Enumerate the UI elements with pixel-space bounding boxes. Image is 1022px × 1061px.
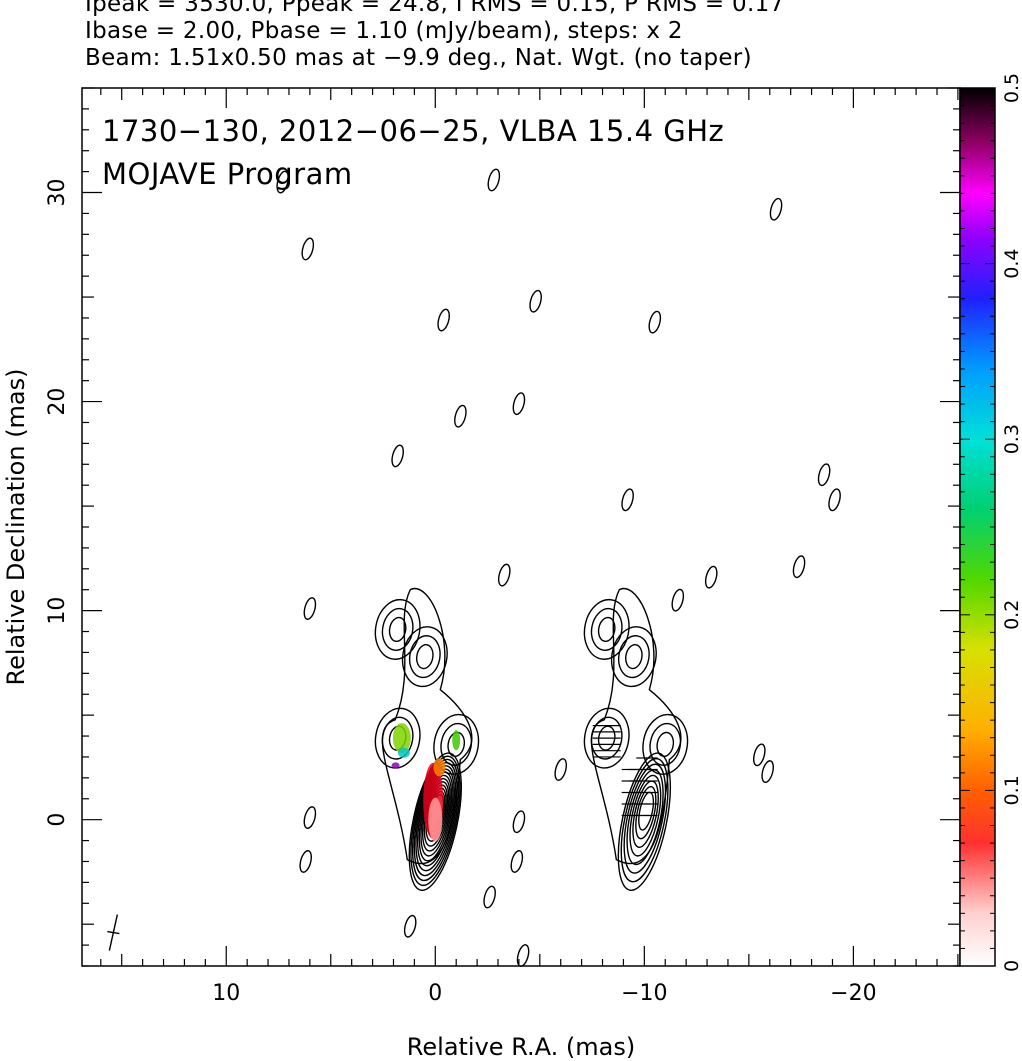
low-level-contour (621, 488, 634, 512)
colorbar (960, 88, 995, 966)
low-level-contour (516, 944, 530, 967)
low-level-contour (529, 289, 542, 313)
component-contour (656, 731, 675, 758)
component-contour (583, 598, 630, 660)
component-contour (610, 626, 657, 688)
low-level-contour (512, 392, 526, 416)
colorbar-ticks (960, 87, 995, 967)
y-tick-label: 20 (45, 388, 70, 416)
beam-ellipse (107, 914, 120, 951)
component-contour (374, 707, 421, 769)
low-level-contour (510, 850, 524, 873)
component-contour (374, 598, 421, 660)
low-level-contour (303, 806, 317, 829)
colorbar-gradient (960, 88, 995, 966)
source-annotation: 1730−130, 2012−06−25, VLBA 15.4 GHz (102, 114, 724, 148)
x-tick-label: 0 (428, 981, 442, 1006)
component-contour (408, 635, 441, 679)
low-level-contour (671, 588, 685, 612)
colorbar-tick-label: 0.2 (1001, 600, 1022, 630)
x-axis-title: Relative R.A. (mas) (407, 1033, 635, 1061)
core-contour (411, 758, 460, 882)
low-level-contour (817, 463, 831, 487)
component-contour (381, 607, 414, 651)
low-level-contour (704, 565, 718, 589)
component-contour (415, 644, 434, 670)
header-base-line: Ibase = 2.00, Pbase = 1.10 (mJy/beam), s… (85, 18, 683, 44)
low-level-contour (648, 310, 662, 334)
low-level-contour (769, 197, 783, 221)
core-contour (410, 755, 461, 887)
polarization-spot (452, 730, 461, 751)
fractional-polarization-overlay (391, 723, 461, 842)
low-level-contour (828, 488, 841, 512)
colorbar-tick-label: 0.4 (1001, 248, 1022, 278)
header-beam-line: Beam: 1.51x0.50 mas at −9.9 deg., Nat. W… (85, 45, 752, 71)
polarization-spot (397, 747, 410, 758)
low-level-contour (554, 758, 568, 781)
x-tick-label: −10 (621, 981, 667, 1006)
component-contour (401, 626, 448, 688)
low-level-contour (753, 743, 766, 767)
low-level-contour (303, 597, 317, 620)
component-contour (617, 635, 650, 679)
low-level-contour (301, 237, 315, 261)
component-contour (583, 707, 630, 769)
plot-frame (81, 87, 961, 967)
polarization-spot (392, 723, 411, 754)
beam-minor-axis (107, 930, 120, 935)
contour-lines (276, 168, 841, 967)
header-peak-line: Ipeak = 3530.0, Ppeak = 24.8, I RMS = 0.… (85, 0, 785, 17)
low-level-contour (487, 168, 501, 192)
component-contour (590, 716, 623, 760)
component-contour (597, 616, 616, 643)
axis-ticks (82, 87, 960, 967)
x-tick-label: −20 (830, 981, 876, 1006)
y-tick-label: 0 (45, 813, 70, 827)
component-contour (597, 725, 616, 751)
low-level-contour (391, 444, 404, 468)
component-contour (649, 722, 682, 766)
evpa-ticks (592, 724, 658, 817)
component-contour (625, 644, 643, 670)
colorbar-tick-label: 0.5 (1001, 73, 1022, 103)
core-contour (420, 774, 453, 857)
component-contour (440, 722, 473, 766)
component-contour (590, 607, 623, 651)
low-level-contour (276, 170, 289, 194)
core-contour (629, 774, 662, 857)
low-level-contour (454, 404, 467, 428)
low-level-contour (497, 563, 511, 587)
low-level-contour (299, 850, 312, 873)
core-contour (415, 765, 457, 872)
colorbar-tick-label: 0.3 (1001, 424, 1022, 454)
low-level-contour (437, 308, 450, 332)
polarization-spot (433, 758, 446, 777)
core-contour (635, 785, 657, 840)
y-axis-title: Relative Declination (mas) (2, 368, 30, 685)
y-tick-label: 30 (45, 179, 70, 207)
component-contour (433, 713, 480, 775)
polarization-spot (391, 762, 400, 769)
component-contour (642, 713, 689, 775)
low-level-contour (792, 555, 806, 579)
low-level-contour (403, 914, 417, 938)
colorbar-tick-label: 0 (1001, 960, 1022, 972)
component-contour (381, 716, 414, 760)
low-level-contour (483, 885, 496, 909)
program-annotation: MOJAVE Program (102, 157, 353, 191)
polarization-spot (428, 797, 443, 842)
colorbar-tick-label: 0.1 (1001, 775, 1022, 805)
low-level-contour (761, 760, 774, 783)
component-contour (388, 616, 407, 643)
x-tick-label: 10 (212, 981, 240, 1006)
y-tick-label: 10 (45, 597, 70, 625)
low-level-contour (512, 810, 526, 834)
